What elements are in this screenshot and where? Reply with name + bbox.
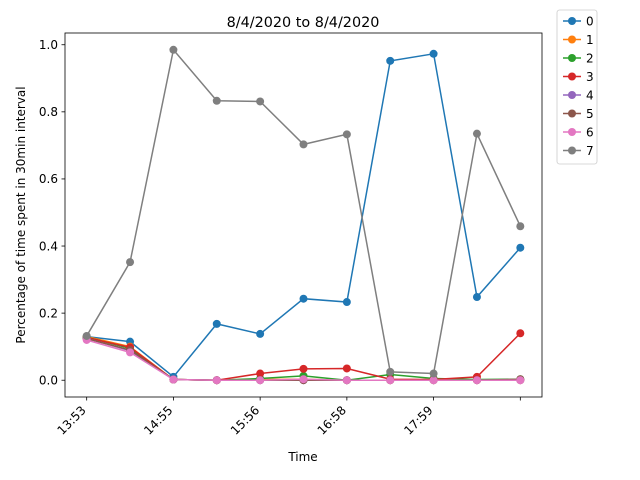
data-point-7	[169, 45, 178, 54]
data-point-0	[212, 319, 221, 328]
data-point-7	[516, 222, 525, 231]
data-point-6	[212, 376, 221, 385]
legend-item: 7	[563, 144, 594, 158]
legend-item: 4	[563, 88, 594, 102]
y-tick-label: 0.6	[39, 172, 58, 186]
data-point-6	[256, 376, 265, 385]
legend-label: 3	[586, 70, 594, 84]
legend-box	[556, 9, 598, 165]
data-point-7	[299, 140, 308, 149]
y-tick-label: 1.0	[39, 38, 58, 52]
data-point-6	[169, 375, 178, 384]
series-0	[82, 49, 525, 381]
data-point-6	[342, 376, 351, 385]
legend-marker	[568, 35, 576, 44]
data-point-7	[126, 258, 135, 267]
data-point-6	[126, 348, 135, 357]
data-point-0	[386, 56, 395, 65]
legend-label: 4	[586, 88, 594, 102]
legend-item: 1	[563, 33, 594, 47]
data-point-3	[342, 364, 351, 373]
legend-marker	[568, 72, 576, 81]
x-axis-label: Time	[287, 450, 317, 464]
legend-label: 7	[586, 144, 594, 158]
legend-label: 1	[586, 33, 594, 47]
legend-label: 5	[586, 107, 594, 121]
legend-marker	[568, 146, 576, 155]
y-axis-label: Percentage of time spent in 30min interv…	[14, 86, 28, 343]
plot-area	[82, 45, 525, 385]
data-point-6	[472, 376, 481, 385]
data-point-7	[472, 129, 481, 138]
data-point-6	[299, 375, 308, 384]
data-point-0	[472, 293, 481, 302]
data-point-3	[299, 364, 308, 373]
y-tick-label: 0.0	[39, 374, 58, 388]
legend-marker	[568, 91, 576, 99]
plot-frame	[64, 32, 543, 398]
legend: 0 1 2 3 4 5 6 7	[556, 9, 598, 165]
legend-item: 6	[563, 125, 594, 139]
legend-item: 0	[563, 14, 594, 28]
data-point-7	[82, 331, 91, 340]
chart-title: 8/4/2020 to 8/4/2020	[227, 15, 380, 31]
series-6	[82, 335, 525, 385]
data-point-3	[256, 369, 265, 378]
data-point-3	[516, 329, 525, 338]
y-tick-label: 0.2	[39, 306, 58, 320]
series-7	[82, 45, 525, 378]
data-point-6	[516, 376, 525, 385]
legend-label: 6	[586, 125, 594, 139]
data-point-0	[516, 243, 525, 252]
y-tick-label: 0.4	[39, 239, 58, 253]
legend-item: 5	[563, 107, 594, 121]
legend-label: 2	[586, 51, 594, 65]
data-point-7	[429, 369, 438, 378]
legend-marker	[568, 109, 576, 118]
data-point-0	[299, 294, 308, 303]
data-point-0	[429, 49, 438, 58]
legend-marker	[568, 17, 576, 25]
data-point-6	[386, 376, 395, 385]
legend-marker	[568, 128, 576, 136]
y-axis: 0.0 0.2 0.4 0.6 0.8 1.0	[39, 38, 65, 388]
data-point-7	[256, 97, 265, 106]
legend-item: 3	[563, 70, 594, 84]
data-point-0	[256, 329, 265, 338]
data-point-7	[212, 96, 221, 105]
legend-item: 2	[563, 51, 594, 65]
data-point-0	[342, 298, 351, 307]
data-point-7	[386, 367, 395, 376]
legend-label: 0	[586, 14, 594, 28]
y-tick-label: 0.8	[39, 105, 58, 119]
legend-marker	[568, 54, 576, 62]
data-point-7	[342, 130, 351, 139]
data-point-6	[429, 376, 438, 385]
